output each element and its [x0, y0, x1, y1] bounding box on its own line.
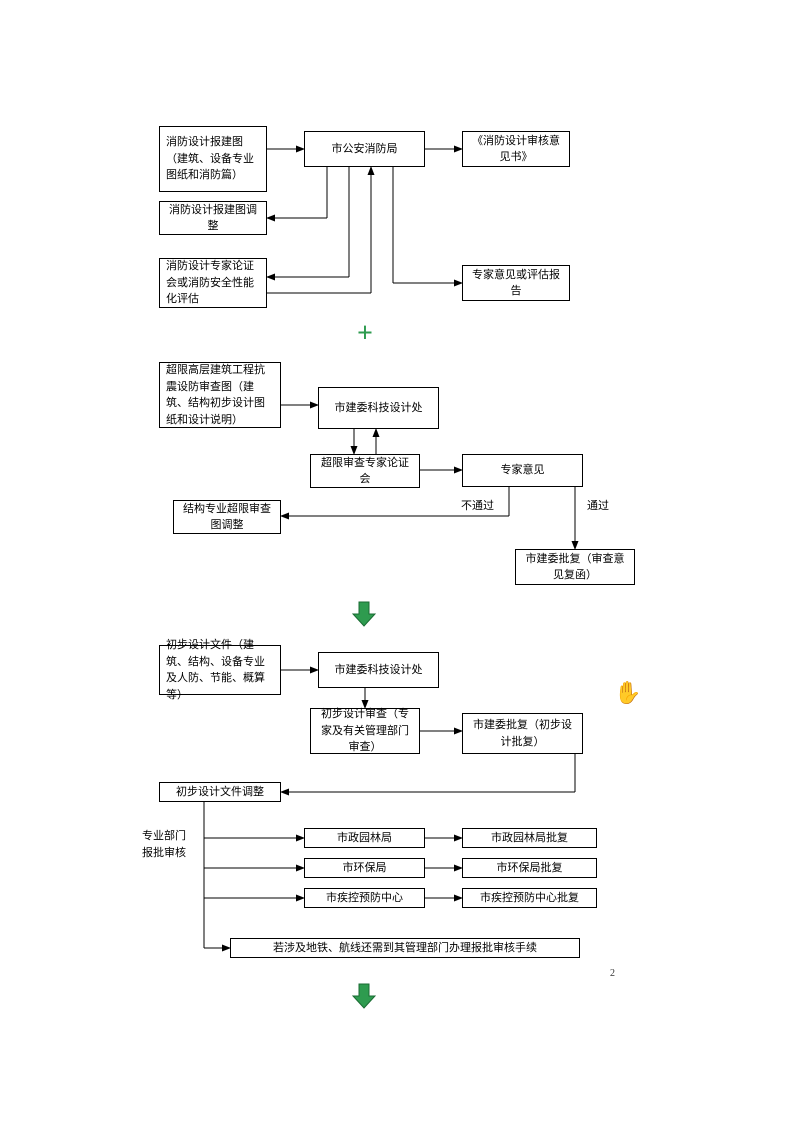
text: 市政园林局批复 — [491, 830, 568, 847]
node-env-approval: 市环保局批复 — [462, 858, 597, 878]
text: 专家意见或评估报告 — [469, 267, 563, 300]
node-construction-tech-dept: 市建委科技设计处 — [318, 387, 439, 429]
text: 市政园林局 — [337, 830, 392, 847]
node-prelim-review: 初步设计审查（专家及有关管理部门审查） — [310, 708, 420, 754]
text: 超限审查专家论证会 — [317, 455, 413, 488]
node-seismic-submission: 超限高层建筑工程抗震设防审查图（建筑、结构初步设计图纸和设计说明） — [159, 362, 281, 428]
down-arrow-icon — [352, 600, 376, 631]
page-number: 2 — [610, 968, 615, 979]
node-structure-adjust: 结构专业超限审查图调整 — [173, 500, 281, 534]
plus-icon: + — [357, 318, 373, 350]
text: 初步设计审查（专家及有关管理部门审查） — [317, 706, 413, 756]
label-not-pass: 不通过 — [460, 497, 495, 513]
node-fire-design-adjust: 消防设计报建图调整 — [159, 201, 267, 235]
node-garden-approval: 市政园林局批复 — [462, 828, 597, 848]
node-fire-design-submission: 消防设计报建图（建筑、设备专业图纸和消防篇） — [159, 126, 267, 192]
node-cdc: 市疾控预防中心 — [304, 888, 425, 908]
text: 市建委科技设计处 — [335, 662, 423, 679]
node-expert-opinion: 专家意见 — [462, 454, 583, 487]
text: 市环保局 — [343, 860, 387, 877]
label-pass: 通过 — [586, 497, 610, 513]
text: 超限高层建筑工程抗震设防审查图（建筑、结构初步设计图纸和设计说明） — [166, 362, 274, 428]
node-prelim-approval: 市建委批复（初步设计批复） — [462, 713, 583, 754]
node-env-bureau: 市环保局 — [304, 858, 425, 878]
node-fire-bureau: 市公安消防局 — [304, 131, 425, 167]
node-garden-bureau: 市政园林局 — [304, 828, 425, 848]
text: 专家意见 — [501, 462, 545, 479]
down-arrow-icon — [352, 982, 376, 1013]
node-subway-airline: 若涉及地铁、航线还需到其管理部门办理报批审核手续 — [230, 938, 580, 958]
node-prelim-design-doc: 初步设计文件（建筑、结构、设备专业及人防、节能、概算等） — [159, 645, 281, 695]
text: 初步设计文件（建筑、结构、设备专业及人防、节能、概算等） — [166, 637, 274, 703]
node-seismic-expert-meeting: 超限审查专家论证会 — [310, 454, 420, 488]
label-dept-review: 专业部门报批审核 — [141, 828, 195, 861]
node-prelim-adjust: 初步设计文件调整 — [159, 782, 281, 802]
text: 结构专业超限审查图调整 — [180, 501, 274, 534]
text: 消防设计报建图调整 — [166, 202, 260, 235]
text: 初步设计文件调整 — [176, 784, 264, 801]
text: 市建委科技设计处 — [335, 400, 423, 417]
text: 市环保局批复 — [497, 860, 563, 877]
text: 市建委批复（初步设计批复） — [469, 717, 576, 750]
node-cdc-approval: 市疾控预防中心批复 — [462, 888, 597, 908]
text: 消防设计专家论证会或消防安全性能化评估 — [166, 258, 260, 308]
node-construction-tech-dept2: 市建委科技设计处 — [318, 652, 439, 688]
text: 《消防设计审核意见书》 — [469, 133, 563, 166]
text: 市疾控预防中心 — [326, 890, 403, 907]
text: 消防设计报建图（建筑、设备专业图纸和消防篇） — [166, 134, 260, 184]
text: 市公安消防局 — [332, 141, 398, 158]
hand-cursor-icon: ✋ — [614, 680, 641, 706]
node-expert-report: 专家意见或评估报告 — [462, 265, 570, 301]
text: 市建委批复（审查意见复函） — [522, 551, 628, 584]
node-fire-review-doc: 《消防设计审核意见书》 — [462, 131, 570, 167]
node-construction-approval: 市建委批复（审查意见复函） — [515, 549, 635, 585]
text: 市疾控预防中心批复 — [480, 890, 579, 907]
text: 若涉及地铁、航线还需到其管理部门办理报批审核手续 — [273, 940, 537, 957]
node-fire-expert-meeting: 消防设计专家论证会或消防安全性能化评估 — [159, 258, 267, 308]
